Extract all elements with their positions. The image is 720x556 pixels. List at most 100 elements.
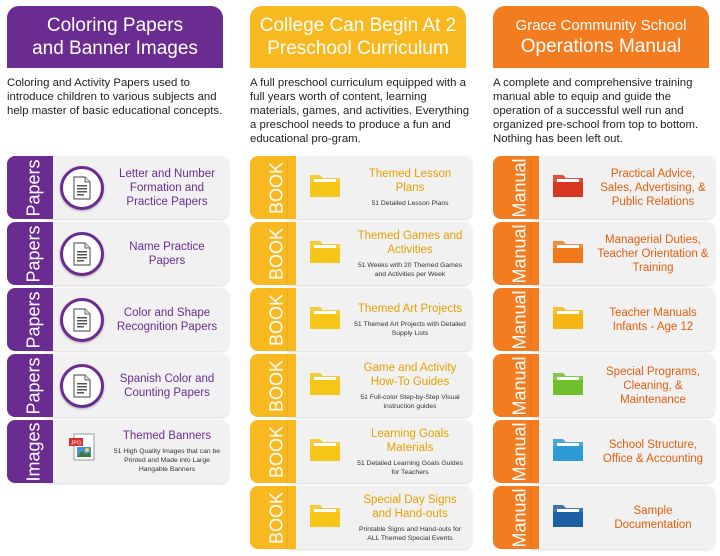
category-tab-label: Papers <box>23 290 44 349</box>
list-item[interactable]: Papers Name Practice Papers <box>7 222 229 285</box>
red-folder-icon <box>551 171 585 204</box>
item-title: Themed Art Projects <box>357 302 463 315</box>
icon-slot: JPG <box>53 420 111 483</box>
item-title: Learning Goals Materials <box>371 427 449 454</box>
card-text: Special Day Signs and Hand-outs Printable… <box>354 493 472 543</box>
category-tab-label: Manual <box>509 355 530 416</box>
category-tab-label: Manual <box>509 157 530 218</box>
item-title: Game and Activity How-To Guides <box>363 361 457 388</box>
item-card: Teacher Manuals Infants - Age 12 <box>531 288 715 351</box>
list-item[interactable]: BOOK Game and Activity How-To Guides 51 Fu… <box>250 354 472 417</box>
card-text: Name Practice Papers <box>111 240 229 268</box>
icon-slot <box>539 486 597 549</box>
folder-icon <box>308 237 342 270</box>
category-tab-label: Manual <box>509 289 530 350</box>
item-title: Themed Lesson Plans <box>368 168 452 194</box>
item-card: JPG Themed Banners 51 High Quality Images … <box>45 420 229 483</box>
list-item[interactable]: Papers Color and Shape Recognition Papers <box>7 288 229 351</box>
item-card: Special Day Signs and Hand-outs Printable… <box>288 486 472 549</box>
header-title-line1: College Can Begin At 2 <box>259 15 457 36</box>
item-card: Learning Goals Materials 51 Detailed Lear… <box>288 420 472 483</box>
category-tab-label: BOOK <box>266 359 287 412</box>
document-icon <box>60 363 104 408</box>
column-header: Coloring Papers and Banner Images <box>7 6 223 68</box>
item-title: School Structure, Office & Accounting <box>602 438 704 465</box>
icon-slot <box>296 486 354 549</box>
list-item[interactable]: BOOK Special Day Signs and Hand-outs Print… <box>250 486 472 549</box>
item-title: Managerial Duties, Teacher Orientation &… <box>597 233 709 274</box>
card-text: Themed Games and Activities 51 Weeks with… <box>354 229 472 279</box>
folder-icon <box>308 303 342 336</box>
item-title: Special Programs, Cleaning, & Maintenanc… <box>606 365 700 406</box>
document-icon <box>60 231 104 276</box>
item-title: Teacher Manuals Infants - Age 12 <box>609 306 697 333</box>
column-header: College Can Begin At 2 Preschool Curricu… <box>250 6 466 68</box>
card-text: Managerial Duties, Teacher Orientation &… <box>597 233 715 275</box>
item-card: Spanish Color and Counting Papers <box>45 354 229 417</box>
category-tab-label: Papers <box>23 158 44 217</box>
list-item[interactable]: BOOK Themed Games and Activities 51 Weeks … <box>250 222 472 285</box>
card-text: Learning Goals Materials 51 Detailed Lear… <box>354 427 472 477</box>
item-subtitle: 51 Weeks with 20 Themed Games and Activi… <box>357 261 463 278</box>
item-title: Practical Advice, Sales, Advertising, & … <box>600 167 706 208</box>
category-tab-label: BOOK <box>266 227 287 280</box>
card-text: Color and Shape Recognition Papers <box>111 306 229 334</box>
item-card: Sample Documentation <box>531 486 715 549</box>
card-text: Practical Advice, Sales, Advertising, & … <box>597 167 715 209</box>
item-title: Themed Games and Activities <box>357 229 463 256</box>
category-tab-label: Manual <box>509 223 530 284</box>
icon-slot <box>296 354 354 417</box>
card-text: Sample Documentation <box>597 504 715 532</box>
item-subtitle: 51 Themed Art Projects with Detailed Sup… <box>354 320 466 337</box>
document-icon <box>60 297 104 342</box>
list-item[interactable]: BOOK Themed Lesson Plans 51 Detailed Lesso… <box>250 156 472 219</box>
item-card: Special Programs, Cleaning, & Maintenanc… <box>531 354 715 417</box>
list-item[interactable]: Manual Teacher Manuals Infants - Age 12 <box>493 288 715 351</box>
icon-slot <box>296 222 354 285</box>
list-item[interactable]: Manual Practical Advice, Sales, Advertisi… <box>493 156 715 219</box>
list-item[interactable]: Papers Letter and Number Formation and Pr… <box>7 156 229 219</box>
orange-folder-icon <box>551 237 585 270</box>
column-description: A full preschool curriculum equipped wit… <box>250 77 470 145</box>
navy-folder-icon <box>551 501 585 534</box>
curriculum-column: College Can Begin At 2 Preschool Curricu… <box>250 6 472 549</box>
folder-icon <box>308 171 342 204</box>
category-tab-label: Manual <box>509 487 530 548</box>
item-card: School Structure, Office & Accounting <box>531 420 715 483</box>
jpg-image-icon: JPG <box>65 432 99 471</box>
operations-manual-column: Grace Community School Operations Manual… <box>493 6 715 549</box>
item-card: Name Practice Papers <box>45 222 229 285</box>
blue-folder-icon <box>551 435 585 468</box>
category-tab-label: Images <box>23 421 44 482</box>
header-title-line2: and Banner Images <box>32 38 198 59</box>
list-item[interactable]: BOOK Learning Goals Materials 51 Detailed … <box>250 420 472 483</box>
card-text: Themed Art Projects 51 Themed Art Project… <box>354 302 472 338</box>
icon-slot <box>296 420 354 483</box>
list-item[interactable]: Manual Managerial Duties, Teacher Orienta… <box>493 222 715 285</box>
coloring-papers-column: Coloring Papers and Banner Images Colori… <box>7 6 229 483</box>
item-title: Letter and Number Formation and Practice… <box>119 167 215 208</box>
item-card: Letter and Number Formation and Practice… <box>45 156 229 219</box>
category-tab-label: BOOK <box>266 293 287 346</box>
list-item[interactable]: BOOK Themed Art Projects 51 Themed Art Pro… <box>250 288 472 351</box>
list-item[interactable]: Manual School Structure, Office & Account… <box>493 420 715 483</box>
icon-slot <box>539 156 597 219</box>
icon-slot <box>539 354 597 417</box>
category-tab-label: Manual <box>509 421 530 482</box>
category-tab-label: BOOK <box>266 161 287 214</box>
list-item[interactable]: Manual Sample Documentation <box>493 486 715 549</box>
header-title-line1: Coloring Papers <box>46 15 184 36</box>
category-tab-label: Papers <box>23 224 44 283</box>
icon-slot <box>53 222 111 285</box>
folder-icon <box>308 369 342 402</box>
list-item[interactable]: Papers Spanish Color and Counting Papers <box>7 354 229 417</box>
document-icon <box>60 165 104 210</box>
item-subtitle: 51 Detailed Learning Goals Guides for Te… <box>357 459 463 476</box>
icon-slot <box>539 222 597 285</box>
yellow-folder-icon <box>551 303 585 336</box>
icon-slot <box>539 288 597 351</box>
folder-icon <box>308 501 342 534</box>
item-subtitle: 51 Full-color Step-by-Step Visual instru… <box>360 393 460 410</box>
list-item[interactable]: Manual Special Programs, Cleaning, & Main… <box>493 354 715 417</box>
list-item[interactable]: Images JPG Themed Banners 51 High Quality I… <box>7 420 229 483</box>
